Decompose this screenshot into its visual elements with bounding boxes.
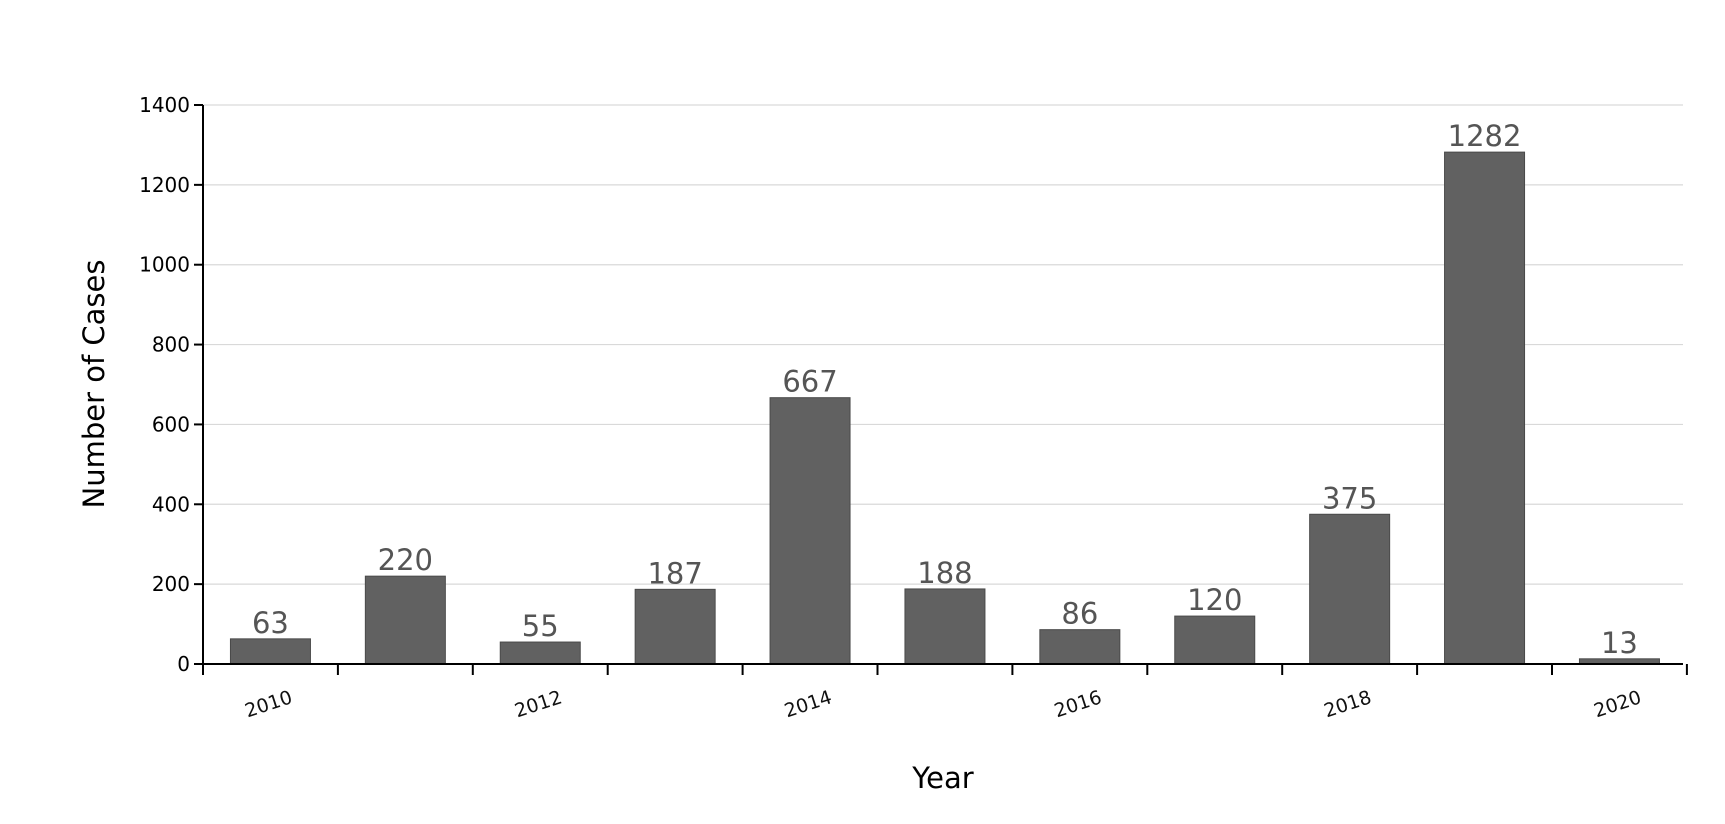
y-axis-title: Number of Cases (77, 260, 111, 509)
x-axis-title: Year (911, 761, 973, 795)
bar-2017 (1174, 615, 1256, 665)
y-tick-label-1200: 1200 (139, 173, 190, 197)
y-axis-ticks: 0 200 400 600 800 1000 1200 1400 (139, 93, 203, 676)
bar-2019 (1444, 151, 1526, 665)
bar-2010 (229, 638, 311, 665)
data-labels-group: 63 220 55 187 667 188 86 120 375 1282 13 (252, 119, 1638, 660)
bar-2011 (364, 575, 446, 665)
y-tick-label-1400: 1400 (139, 93, 190, 117)
y-tick-label-400: 400 (152, 492, 190, 516)
bar-2013 (634, 588, 716, 665)
data-label-2013: 187 (647, 556, 702, 590)
x-tick-label-2016: 2016 (1052, 686, 1105, 722)
x-axis-ticks: 2010 2012 2014 2016 2018 2020 (202, 664, 1688, 722)
data-label-2017: 120 (1187, 583, 1242, 617)
x-tick-label-2020: 2020 (1591, 686, 1644, 722)
data-label-2010: 63 (252, 606, 289, 640)
y-tick-label-800: 800 (152, 333, 190, 357)
x-tick-label-2014: 2014 (782, 686, 835, 722)
data-label-2011: 220 (378, 543, 433, 577)
bar-2016 (1039, 629, 1121, 665)
x-tick-label-2010: 2010 (242, 686, 295, 722)
bar-2018 (1309, 513, 1391, 665)
x-tick-label-2018: 2018 (1321, 686, 1374, 722)
y-tick-label-0: 0 (177, 652, 190, 676)
data-label-2020: 13 (1601, 626, 1638, 660)
y-tick-label-200: 200 (152, 572, 190, 596)
x-tick-label-2012: 2012 (512, 686, 565, 722)
data-label-2012: 55 (522, 609, 559, 643)
data-label-2014: 667 (782, 365, 837, 399)
data-label-2015: 188 (917, 556, 972, 590)
bar-2014 (769, 397, 851, 665)
bars-group (229, 151, 1660, 665)
y-tick-label-600: 600 (152, 412, 190, 436)
data-label-2016: 86 (1061, 597, 1098, 631)
axes-group (202, 105, 1683, 665)
bar-2015 (904, 588, 986, 665)
data-label-2018: 375 (1322, 481, 1377, 515)
gridlines (203, 104, 1683, 585)
data-label-2019: 1282 (1448, 119, 1522, 153)
y-tick-label-1000: 1000 (139, 253, 190, 277)
bar-2012 (499, 641, 581, 665)
